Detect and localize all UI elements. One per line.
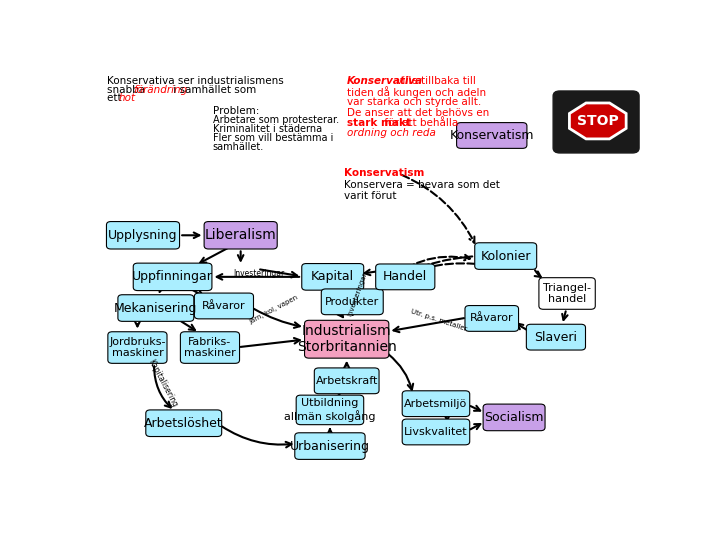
Text: Slaveri: Slaveri xyxy=(534,330,577,343)
FancyBboxPatch shape xyxy=(553,91,639,153)
FancyBboxPatch shape xyxy=(107,221,179,249)
FancyBboxPatch shape xyxy=(376,264,435,290)
FancyBboxPatch shape xyxy=(108,332,167,363)
FancyBboxPatch shape xyxy=(402,391,469,416)
Text: stark makt: stark makt xyxy=(347,118,410,128)
Text: Konservativa: Konservativa xyxy=(347,77,423,86)
Text: Kriminalitet i städerna: Kriminalitet i städerna xyxy=(213,124,322,134)
Text: Uppfinningar: Uppfinningar xyxy=(132,271,213,284)
Text: för att behålla: för att behålla xyxy=(382,118,459,128)
FancyBboxPatch shape xyxy=(474,243,536,269)
Text: Kapitalisering: Kapitalisering xyxy=(146,357,179,408)
Text: Mekanisering: Mekanisering xyxy=(114,301,197,314)
Text: Industrialism
Storbritannien: Industrialism Storbritannien xyxy=(297,324,397,354)
Text: Triangel-
handel: Triangel- handel xyxy=(543,283,591,305)
FancyBboxPatch shape xyxy=(302,264,364,290)
FancyBboxPatch shape xyxy=(133,263,212,291)
FancyBboxPatch shape xyxy=(402,419,469,445)
FancyBboxPatch shape xyxy=(194,293,253,319)
Text: var starka och styrde allt.: var starka och styrde allt. xyxy=(347,97,481,107)
FancyBboxPatch shape xyxy=(465,306,518,332)
Text: Fler som vill bestämma i: Fler som vill bestämma i xyxy=(213,133,333,143)
FancyBboxPatch shape xyxy=(526,324,585,350)
Text: Järn, kol, vapen: Järn, kol, vapen xyxy=(249,295,300,326)
Text: Arbetskraft: Arbetskraft xyxy=(315,376,378,386)
Text: STOP: STOP xyxy=(577,114,618,128)
Text: Liberalism: Liberalism xyxy=(204,228,276,242)
Polygon shape xyxy=(570,103,626,139)
FancyBboxPatch shape xyxy=(145,410,222,436)
Text: Kolonier: Kolonier xyxy=(480,249,531,262)
FancyBboxPatch shape xyxy=(321,289,383,315)
Text: Utr. p.s. metaller: Utr. p.s. metaller xyxy=(410,309,467,333)
Text: varit förut: varit förut xyxy=(344,191,397,201)
Text: Upplysning: Upplysning xyxy=(108,229,178,242)
FancyBboxPatch shape xyxy=(305,320,389,358)
FancyBboxPatch shape xyxy=(539,278,595,309)
Text: De anser att det behövs en: De anser att det behövs en xyxy=(347,107,489,118)
FancyBboxPatch shape xyxy=(118,295,194,321)
Text: samhället.: samhället. xyxy=(213,142,264,152)
Text: Fabriks-
maskiner: Fabriks- maskiner xyxy=(184,337,236,359)
Text: Konservatism: Konservatism xyxy=(344,168,424,178)
FancyBboxPatch shape xyxy=(315,368,379,394)
FancyBboxPatch shape xyxy=(204,221,277,249)
Text: Råvaror: Råvaror xyxy=(202,301,246,311)
Text: hot: hot xyxy=(119,93,136,103)
FancyBboxPatch shape xyxy=(483,404,545,431)
Text: Konservera = bevara som det: Konservera = bevara som det xyxy=(344,180,500,190)
Text: Arbetare som protesterar.: Arbetare som protesterar. xyxy=(213,114,339,125)
Text: Konservativa ser industrialismens: Konservativa ser industrialismens xyxy=(107,77,284,86)
Text: i samhället som: i samhället som xyxy=(170,85,256,94)
Text: Produkter: Produkter xyxy=(325,297,379,307)
Text: ville tillbaka till: ville tillbaka till xyxy=(393,77,476,86)
Text: tiden då kungen och adeln: tiden då kungen och adeln xyxy=(347,86,486,98)
Text: förändring: förändring xyxy=(133,85,188,94)
Text: Livskvalitet: Livskvalitet xyxy=(404,427,468,437)
Text: Investeringar: Investeringar xyxy=(233,269,284,278)
Text: Konservatism: Konservatism xyxy=(449,129,534,142)
Text: Socialism: Socialism xyxy=(485,411,544,424)
Text: Utbildning
allmän skolgång: Utbildning allmän skolgång xyxy=(284,398,376,422)
Text: ett: ett xyxy=(107,93,125,103)
Text: Råvaror: Råvaror xyxy=(470,313,513,323)
FancyBboxPatch shape xyxy=(456,123,527,148)
Text: Handel: Handel xyxy=(383,271,428,284)
Text: Arbetslöshet: Arbetslöshet xyxy=(145,417,223,430)
FancyBboxPatch shape xyxy=(181,332,240,363)
Text: snabba: snabba xyxy=(107,85,148,94)
Text: Jordbruks-
maskiner: Jordbruks- maskiner xyxy=(109,337,166,359)
Text: ordning och reda: ordning och reda xyxy=(347,129,436,138)
Text: Kapital: Kapital xyxy=(311,271,354,284)
Text: Investeringar: Investeringar xyxy=(347,272,369,317)
FancyBboxPatch shape xyxy=(294,433,365,460)
Text: Problem:: Problem: xyxy=(213,105,259,116)
FancyBboxPatch shape xyxy=(296,395,364,424)
Text: Urbanisering: Urbanisering xyxy=(290,440,370,453)
Text: Arbetsmiljö: Arbetsmiljö xyxy=(405,399,467,409)
